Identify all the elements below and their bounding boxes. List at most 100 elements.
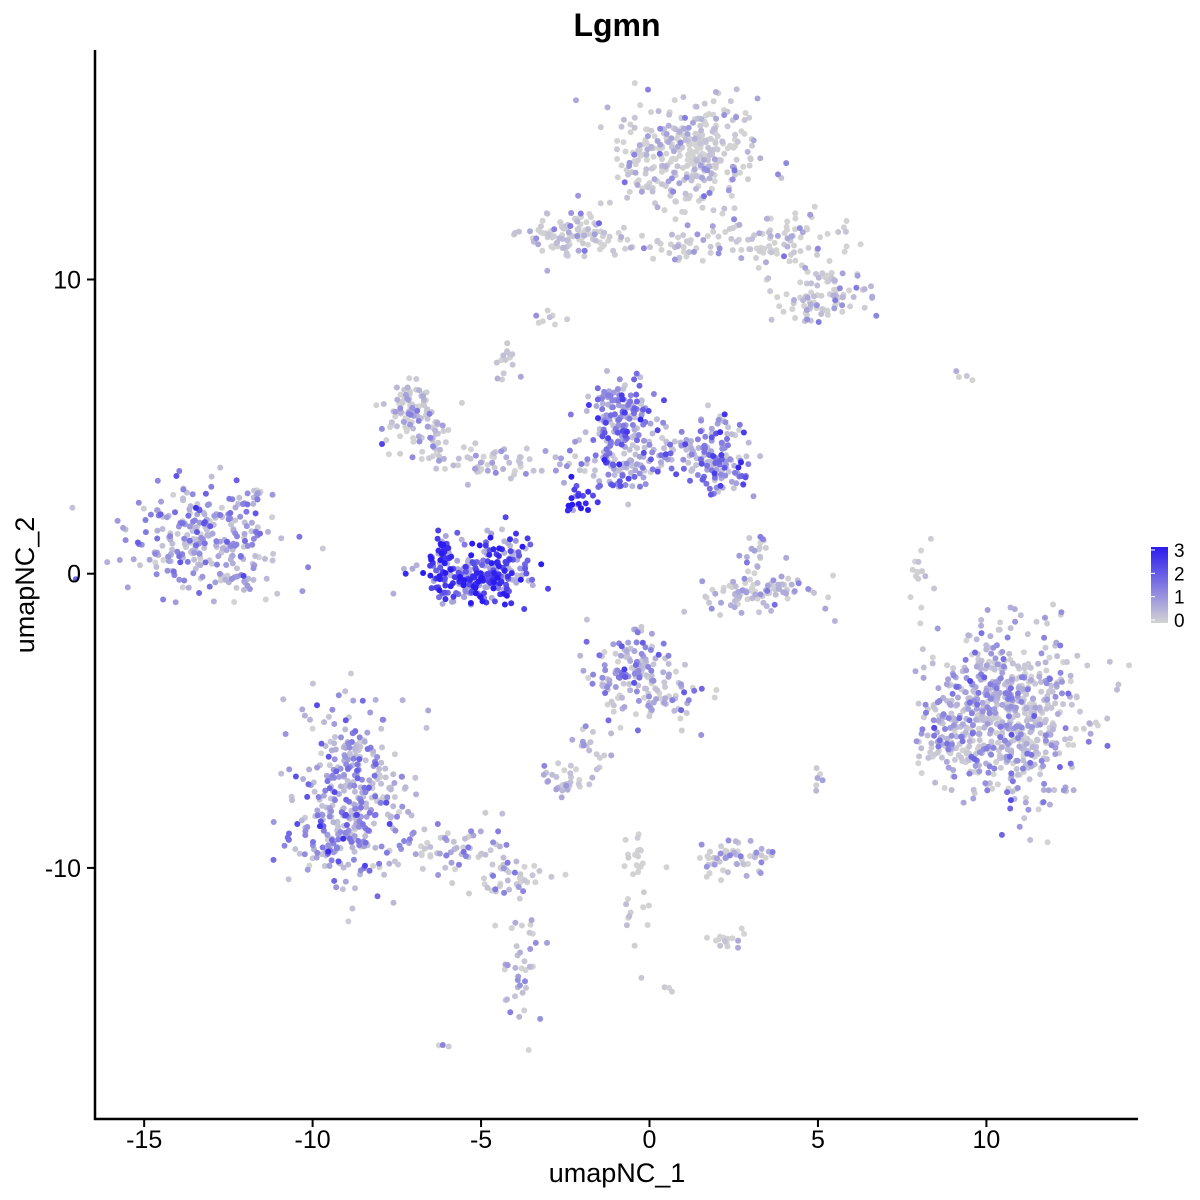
data-point	[179, 520, 186, 527]
data-point	[351, 833, 358, 840]
data-point	[404, 426, 410, 433]
data-point	[443, 852, 450, 859]
data-point	[995, 739, 1001, 746]
data-point	[502, 356, 509, 363]
data-point	[757, 870, 764, 876]
data-point	[343, 822, 350, 828]
data-point	[592, 452, 599, 459]
data-point	[472, 452, 479, 459]
data-point	[227, 543, 234, 549]
data-point	[704, 167, 711, 174]
data-point	[1070, 787, 1077, 794]
data-point	[324, 831, 331, 838]
legend-tick-label: 1	[1174, 588, 1185, 609]
data-point	[560, 244, 567, 251]
data-point	[621, 704, 628, 710]
data-point	[382, 774, 389, 781]
data-point	[580, 667, 587, 674]
data-point	[727, 852, 733, 859]
data-point	[512, 919, 519, 926]
data-point	[983, 745, 990, 752]
data-point	[326, 813, 333, 820]
data-point	[350, 755, 357, 762]
data-point	[998, 831, 1005, 838]
data-point	[1005, 695, 1012, 702]
data-point	[711, 470, 718, 477]
data-point	[713, 687, 720, 693]
data-point	[407, 421, 414, 428]
data-point	[839, 302, 846, 309]
data-point	[535, 319, 542, 326]
data-point	[331, 756, 338, 763]
data-point	[512, 537, 519, 544]
data-point	[342, 726, 349, 733]
data-point	[1054, 653, 1061, 660]
data-point	[959, 721, 966, 728]
data-point	[521, 877, 528, 884]
data-point	[959, 738, 966, 745]
data-point	[1060, 701, 1067, 708]
data-point	[928, 744, 935, 751]
data-point	[500, 370, 507, 377]
data-point	[508, 925, 515, 932]
data-point	[1027, 664, 1034, 671]
data-point	[622, 245, 629, 252]
data-point	[424, 423, 431, 430]
data-point	[409, 454, 416, 461]
data-point	[507, 536, 513, 543]
data-point	[545, 778, 552, 785]
data-point	[665, 652, 672, 659]
data-point	[1007, 805, 1014, 812]
data-point	[596, 220, 602, 227]
data-point	[610, 702, 617, 709]
data-point	[335, 858, 342, 865]
data-point	[201, 540, 208, 547]
data-point	[841, 248, 848, 255]
data-point	[211, 512, 218, 519]
data-point	[714, 146, 721, 153]
data-point	[310, 839, 316, 845]
data-point	[721, 112, 728, 118]
data-point	[709, 223, 716, 230]
data-point	[436, 587, 443, 594]
data-point	[936, 737, 943, 744]
data-point	[975, 689, 982, 696]
data-point	[645, 184, 651, 191]
data-point	[648, 109, 654, 115]
data-point	[666, 111, 673, 118]
data-point	[184, 558, 191, 565]
data-point	[665, 673, 672, 680]
data-point	[499, 376, 506, 383]
data-point	[944, 735, 950, 742]
data-point	[789, 306, 796, 312]
data-point	[564, 507, 571, 514]
data-point	[651, 176, 658, 183]
data-point	[504, 859, 511, 866]
data-point	[494, 375, 501, 382]
data-point	[732, 597, 738, 604]
data-point	[721, 411, 728, 418]
data-point	[586, 781, 593, 788]
data-point	[815, 319, 822, 325]
data-point	[641, 444, 648, 451]
data-point	[724, 145, 731, 152]
data-point	[593, 751, 600, 758]
data-point	[986, 780, 993, 787]
data-point	[754, 563, 761, 570]
data-point	[355, 837, 362, 844]
data-point	[564, 237, 571, 244]
data-point	[662, 684, 668, 690]
data-point	[1046, 654, 1053, 661]
data-point	[699, 578, 706, 585]
data-point	[604, 684, 611, 691]
data-point	[612, 684, 619, 690]
data-point	[227, 510, 234, 516]
data-point	[966, 738, 973, 745]
data-point	[669, 697, 676, 704]
data-point	[676, 180, 683, 187]
data-point	[1020, 649, 1027, 656]
data-point	[190, 570, 197, 577]
data-point	[563, 782, 570, 789]
data-point	[973, 636, 980, 643]
data-point	[244, 501, 251, 508]
